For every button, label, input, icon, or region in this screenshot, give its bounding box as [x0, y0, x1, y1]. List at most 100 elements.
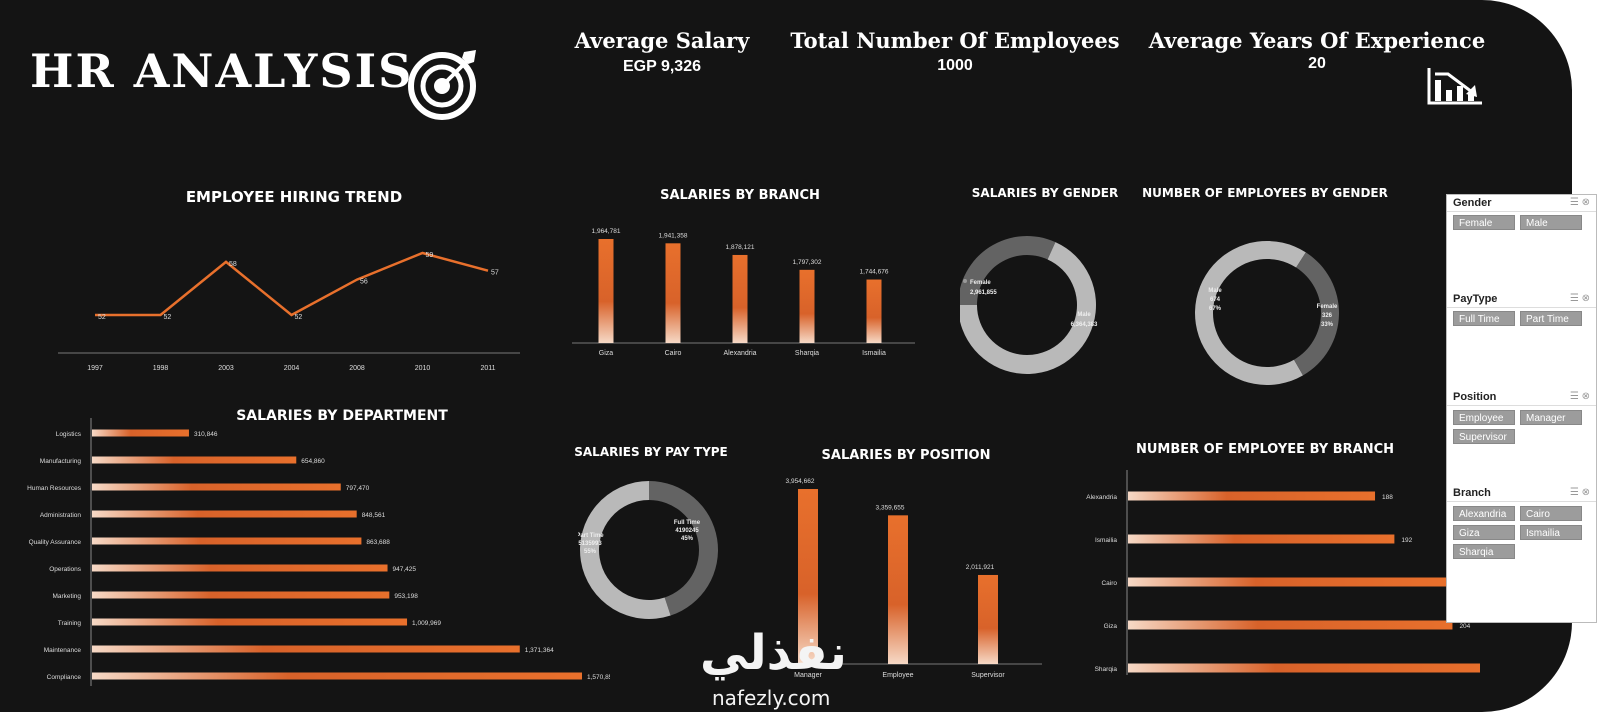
y-tick-label: Cairo — [1101, 580, 1117, 587]
x-tick-label: Giza — [599, 350, 614, 357]
data-label: 2,011,921 — [966, 564, 995, 571]
slicer-item-part-time[interactable]: Part Time — [1520, 311, 1582, 326]
y-tick-label: Sharqia — [1095, 666, 1118, 673]
dashboard: HR ANALYSIS Average Salary EGP 9,326 Tot… — [0, 0, 1572, 712]
slice-full-time — [649, 481, 718, 616]
data-label: 52 — [98, 314, 106, 321]
bar-cairo — [1128, 577, 1448, 587]
x-tick-label: Sharqia — [795, 350, 819, 357]
branch-salary-chart: 1,964,781 Giza 1,941,358 Cairo 1,878,121 Alex… — [572, 228, 915, 357]
data-label: 59 — [426, 252, 434, 259]
bar-alexandria — [732, 254, 748, 343]
data-label: Female — [1317, 304, 1338, 310]
bar-chart-icon — [1427, 68, 1482, 105]
slicer-item-alexandria[interactable]: Alexandria — [1453, 506, 1515, 521]
data-label: 1,570,859 — [587, 674, 610, 681]
bar-marketing — [92, 591, 390, 599]
dashboard-title: HR ANALYSIS — [30, 44, 414, 98]
slicer-item-giza[interactable]: Giza — [1453, 525, 1515, 540]
bar-giza — [598, 239, 614, 343]
data-label: 58 — [229, 261, 237, 268]
bar-ismailia — [1128, 534, 1395, 544]
data-label: 1,878,121 — [726, 244, 755, 251]
data-label: 33% — [1321, 322, 1334, 328]
slicer-item-sharqia[interactable]: Sharqia — [1453, 544, 1515, 559]
x-tick-label: Supervisor — [971, 672, 1005, 679]
bar-compliance — [92, 672, 582, 680]
slicer-item-ismailia[interactable]: Ismailia — [1520, 525, 1582, 540]
data-label: Female — [970, 280, 991, 286]
y-tick-label: Training — [58, 620, 82, 627]
y-tick-label: Manufacturing — [40, 458, 82, 465]
slicer-item-manager[interactable]: Manager — [1520, 410, 1582, 425]
data-label: 1,941,358 — [659, 232, 688, 239]
y-tick-label: Operations — [49, 566, 82, 573]
watermark-arabic: نفذلي — [700, 625, 847, 681]
data-label: 310,846 — [194, 431, 218, 438]
slicer-panel: Gender ☰ ⊗ Female Male PayType ☰ ⊗ Full … — [1446, 194, 1597, 623]
kpi-avg-salary-label: Average Salary — [574, 28, 750, 53]
data-label: 57 — [491, 270, 499, 277]
slice-part-time — [580, 481, 671, 619]
filter-clear-icon[interactable]: ☰ ⊗ — [1569, 391, 1590, 402]
data-label: 654,860 — [301, 458, 325, 465]
data-label: 848,561 — [362, 512, 386, 519]
slice-female — [960, 236, 1056, 305]
bar-sharqia — [1128, 663, 1480, 673]
y-tick-label: Maintenance — [44, 647, 82, 654]
y-tick-label: Marketing — [52, 593, 81, 600]
kpi-total-employees-value: 1000 — [937, 57, 973, 74]
filter-clear-icon[interactable]: ☰ ⊗ — [1569, 293, 1590, 304]
data-label: Male — [1077, 312, 1091, 318]
y-tick-label: Administration — [40, 512, 82, 519]
slicer-item-male[interactable]: Male — [1520, 215, 1582, 230]
bar-logistics — [92, 429, 189, 437]
gender-salary-chart: Female 2,961,855 Male 6,364,383 — [960, 236, 1098, 374]
paytype-salary-chart: Full Time 4190245 45% Part Time 5135993 55% — [578, 481, 718, 619]
x-tick-label: 2004 — [284, 365, 300, 372]
slicer-branch-title: Branch — [1453, 487, 1491, 499]
slicer-item-employee[interactable]: Employee — [1453, 410, 1515, 425]
data-label: 67% — [1209, 306, 1222, 312]
data-label: 188 — [1382, 494, 1393, 501]
x-tick-label: Employee — [882, 672, 913, 679]
kpi-avg-experience-value: 20 — [1308, 55, 1326, 72]
bar-administration — [92, 510, 357, 518]
data-label: 5135993 — [578, 541, 602, 547]
bar-alexandria — [1128, 491, 1376, 501]
data-label: 55% — [584, 549, 597, 555]
hiring-trend-chart: 52 1997 52 1998 58 2003 52 2004 56 2008 59 2010 57 20… — [58, 251, 520, 372]
data-label: Full Time — [674, 520, 701, 526]
x-tick-label: 2010 — [415, 365, 431, 372]
slicer-paytype-title: PayType — [1453, 293, 1498, 305]
data-label: 674 — [1210, 297, 1221, 303]
y-tick-label: Logistics — [56, 431, 82, 438]
data-label: 56 — [360, 279, 368, 286]
position-salary-chart: 3,954,662 Manager 3,359,655 Employee 2,011,9… — [780, 478, 1042, 679]
slicer-item-female[interactable]: Female — [1453, 215, 1515, 230]
chart-title-position: SALARIES BY POSITION — [821, 448, 991, 463]
y-tick-label: Quality Assurance — [29, 539, 82, 546]
y-tick-label: Compliance — [47, 674, 82, 681]
bar-sharqia — [799, 269, 815, 343]
x-tick-label: Manager — [794, 672, 822, 679]
x-tick-label: Cairo — [665, 350, 682, 357]
slicer-item-cairo[interactable]: Cairo — [1520, 506, 1582, 521]
gender-count-chart: Male 674 67% Female 326 33% — [1195, 241, 1339, 385]
x-tick-label: Ismailia — [862, 350, 886, 357]
bar-giza — [1128, 620, 1453, 630]
filter-clear-icon[interactable]: ☰ ⊗ — [1569, 487, 1590, 498]
chart-title-hiring: EMPLOYEE HIRING TREND — [185, 188, 403, 206]
kpi-total-employees-label: Total Number Of Employees — [790, 28, 1120, 53]
bar-maintenance — [92, 645, 520, 653]
slicer-item-supervisor[interactable]: Supervisor — [1453, 429, 1515, 444]
chart-title-branch-count: NUMBER OF EMPLOYEE BY BRANCH — [1135, 442, 1395, 457]
chart-title-gender-salary: SALARIES BY GENDER — [971, 186, 1119, 200]
slicer-item-full-time[interactable]: Full Time — [1453, 311, 1515, 326]
branch-count-chart: 188Alexandria192Ismailia203Cairo204Giza2… — [1086, 470, 1480, 675]
data-label: 2,961,855 — [970, 290, 997, 296]
y-tick-label: Alexandria — [1086, 494, 1117, 501]
filter-clear-icon[interactable]: ☰ ⊗ — [1569, 197, 1590, 208]
target-icon — [408, 50, 476, 120]
chart-title-branch-salary: SALARIES BY BRANCH — [660, 188, 820, 203]
